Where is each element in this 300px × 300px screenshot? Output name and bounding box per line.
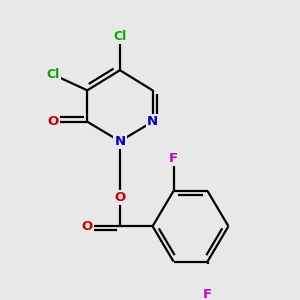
- Text: F: F: [203, 288, 212, 300]
- Text: Cl: Cl: [113, 30, 127, 43]
- Text: N: N: [114, 135, 125, 148]
- Text: O: O: [82, 220, 93, 233]
- Text: N: N: [147, 115, 158, 128]
- Text: O: O: [48, 115, 59, 128]
- Text: O: O: [114, 191, 126, 204]
- Text: F: F: [169, 152, 178, 165]
- Text: Cl: Cl: [47, 68, 60, 81]
